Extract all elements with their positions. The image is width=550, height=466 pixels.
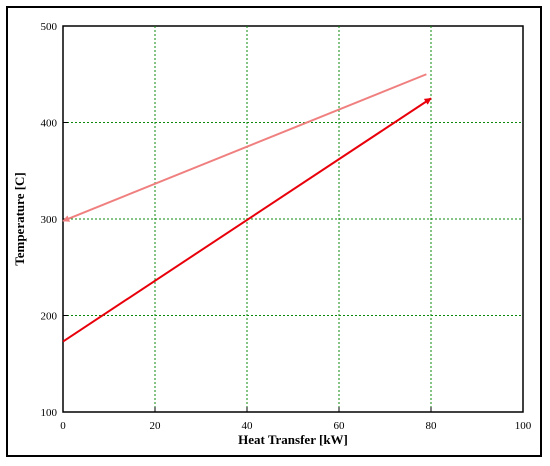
x-tick-label: 100	[515, 420, 532, 432]
x-tick-label: 60	[334, 420, 346, 432]
y-tick-label: 500	[41, 21, 58, 33]
x-axis-title: Heat Transfer [kW]	[238, 432, 348, 447]
y-axis-title: Temperature [C]	[12, 172, 27, 266]
x-tick-label: 20	[150, 420, 162, 432]
axis-ticks: 0 20 40 60 80 100 100 200 300 400 500	[41, 21, 532, 432]
x-tick-label: 40	[242, 420, 254, 432]
y-tick-label: 300	[41, 214, 58, 226]
series-line-1	[62, 73, 427, 222]
series-layer	[62, 73, 432, 343]
series-line-2	[62, 97, 432, 343]
x-tick-label: 80	[426, 420, 438, 432]
x-tick-label: 0	[60, 420, 66, 432]
y-tick-label: 200	[41, 311, 58, 323]
y-tick-label: 100	[41, 407, 58, 419]
y-tick-label: 400	[41, 118, 58, 130]
